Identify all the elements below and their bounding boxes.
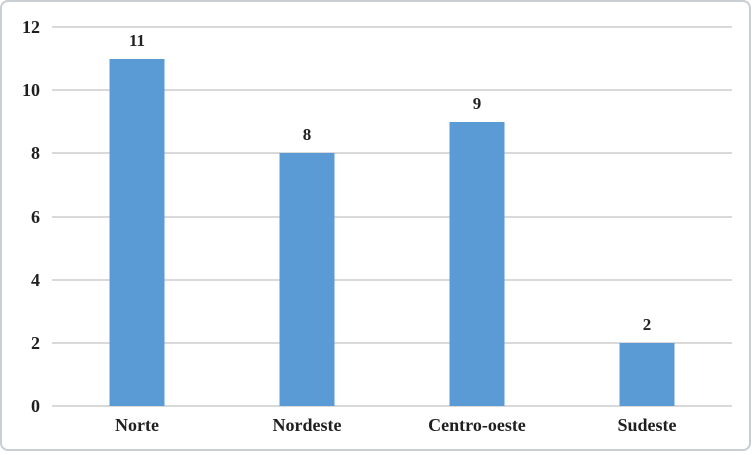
y-tick-label: 2: [31, 332, 40, 353]
gridline-y-6: [52, 215, 732, 218]
y-tick-label: 4: [31, 269, 40, 290]
gridline-y-8: [52, 152, 732, 155]
bar-value-label: 2: [642, 314, 652, 334]
bar-nordeste: [279, 153, 335, 406]
bar-slot: 8: [222, 27, 392, 406]
gridline-y-4: [52, 278, 732, 281]
y-tick-label: 12: [22, 17, 40, 37]
y-tick-label: 10: [22, 80, 40, 101]
gridline-y-2: [52, 341, 732, 344]
y-tick-label: 0: [31, 396, 40, 416]
x-category-label-norte: Norte: [115, 415, 159, 435]
x-axis: Norte Nordeste Centro-oeste Sudeste: [52, 415, 732, 443]
bar-slot: 11: [52, 27, 222, 406]
bar-slot: 9: [392, 27, 562, 406]
x-category-label-nordeste: Nordeste: [272, 415, 342, 435]
gridline-y-0: [52, 405, 732, 407]
y-tick-label: 6: [31, 206, 40, 227]
y-tick-label: 8: [31, 143, 40, 164]
bar-slot: 2: [562, 27, 732, 406]
x-category-label-centro-oeste: Centro-oeste: [428, 415, 526, 435]
bar-centro-oeste: [449, 121, 505, 406]
bar-value-label: 11: [128, 30, 146, 50]
bar-value-label: 8: [302, 125, 312, 145]
x-category-label-sudeste: Sudeste: [617, 415, 677, 435]
gridline-y-10: [52, 89, 732, 92]
bar-norte: [109, 58, 165, 406]
plot-area: 11 8 9 2: [52, 26, 732, 407]
bar-sudeste: [619, 342, 675, 406]
gridline-y-12: [52, 26, 732, 28]
bar-value-label: 9: [472, 93, 482, 113]
y-axis: 0 2 4 6 8 10 12: [2, 18, 44, 415]
